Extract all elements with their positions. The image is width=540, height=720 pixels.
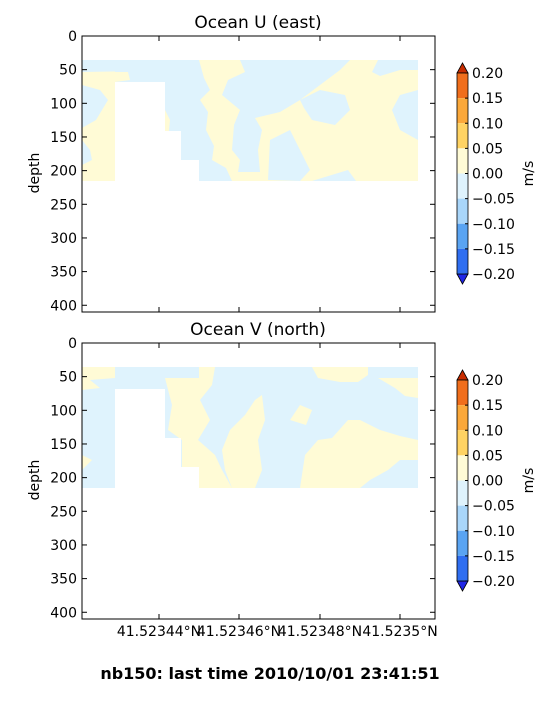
- panel-v-colorbar-band: [457, 430, 468, 456]
- panel-v-colorbar: 0.20 0.15 0.10 0.05 0.00 −0.05 −0.10 −0.15 −0.20…: [456, 369, 537, 592]
- panel-v-colorbar-label: −0.15: [472, 549, 515, 565]
- panel-u-colorbar-band: [457, 248, 468, 274]
- panel-u-colorbar-label: 0.05: [472, 141, 503, 157]
- panel-v-title: Ocean V (north): [190, 320, 326, 340]
- panel-u-colorbar-band: [457, 198, 468, 224]
- panel-u-frame: [81, 35, 436, 313]
- panel-u-colorbar-unit: m/s: [521, 161, 537, 187]
- panel-v-axes: 05010015020025030035040041.52344°N41.523…: [27, 336, 438, 640]
- panel-u-title: Ocean U (east): [194, 13, 321, 33]
- panel-v-region-positive: [82, 367, 115, 390]
- panel-v-colorbar-extend-min: [456, 580, 469, 592]
- panel-v-region-positive: [165, 367, 232, 488]
- panel-v-xtick-label: 41.52346°N: [197, 624, 281, 640]
- panel-u-axes: 0 50 100 150 200 250 300 350 400 depth: [27, 29, 436, 314]
- panel-u-colorbar-label: 0.15: [472, 91, 503, 107]
- panel-v-region-positive: [82, 455, 92, 470]
- panel-v-ytick-label: 0: [68, 336, 77, 352]
- panel-v-ytick-label: 400: [50, 605, 77, 621]
- panel-u-colorbar-band: [457, 173, 468, 199]
- panel-v-ytick-label: 300: [50, 538, 77, 554]
- panel-u-ytick-label: 350: [50, 265, 77, 281]
- panel-v-colorbar-label: −0.05: [472, 499, 515, 515]
- panel-u-ytick-label: 400: [50, 298, 77, 314]
- panel-u-colorbar-band: [457, 123, 468, 149]
- panel-v-colorbar-label: −0.20: [472, 574, 515, 590]
- panel-v-ytick-label: 100: [50, 403, 77, 419]
- panel-v-colorbar-unit: m/s: [521, 468, 537, 494]
- panel-v-colorbar-band: [457, 555, 468, 581]
- panel-u-colorbar-label: 0.20: [472, 66, 503, 82]
- panel-v-ytick-label: 350: [50, 572, 77, 588]
- panel-u: Ocean U (east) 0 50 100 150 200 250 300 350 400 d…: [27, 13, 537, 314]
- panel-u-colorbar-extend-min: [456, 273, 469, 285]
- panel-u-colorbar-band: [457, 223, 468, 249]
- panel-u-colorbar-label: 0.00: [472, 167, 503, 183]
- panel-u-nodata: [115, 82, 199, 181]
- panel-u-ytick-label: 250: [50, 197, 77, 213]
- panel-v-frame: [81, 342, 436, 620]
- panel-v-colorbar-band: [457, 380, 468, 406]
- panel-u-colorbar-band: [457, 73, 468, 99]
- panel-v-colorbar-label: 0.05: [472, 448, 503, 464]
- panel-v-nodata: [115, 389, 199, 488]
- panel-u-region-negative: [300, 90, 350, 125]
- panel-u-ylabel: depth: [27, 153, 43, 194]
- panel-u-ytick-label: 100: [50, 96, 77, 112]
- panel-u-colorbar-label: 0.10: [472, 116, 503, 132]
- panel-u-region-positive: [82, 60, 130, 181]
- panel-u-region-positive: [199, 60, 418, 181]
- panel-u-colorbar-label: −0.10: [472, 217, 515, 233]
- panel-v-xtick-label: 41.52344°N: [117, 624, 201, 640]
- panel-v-ylabel: depth: [27, 460, 43, 501]
- panel-u-fill: [82, 60, 418, 181]
- panel-u-region-negative: [82, 60, 199, 72]
- panel-v-region-positive: [300, 420, 418, 488]
- panel-u-ytick-label: 300: [50, 231, 77, 247]
- panel-u-colorbar-label: −0.05: [472, 192, 515, 208]
- panel-u-ytick-label: 150: [50, 130, 77, 146]
- panel-v-xtick-label: 41.52348°N: [278, 624, 362, 640]
- panel-v-colorbar-band: [457, 455, 468, 481]
- panel-v-colorbar-band: [457, 505, 468, 531]
- panel-v-ytick-label: 50: [59, 370, 77, 386]
- panel-u-ytick-label: 50: [59, 63, 77, 79]
- panel-u-colorbar-label: −0.15: [472, 242, 515, 258]
- panel-v-xtick-label: 41.5235°N: [362, 624, 437, 640]
- panel-u-colorbar: 0.20 0.15 0.10 0.05 0.00 −0.05 −0.10 −0.15 −0.20…: [456, 62, 537, 285]
- panel-u-colorbar-band: [457, 98, 468, 124]
- panel-v: Ocean V (north) 0 50 100 150 200 250 300 350 400…: [27, 320, 537, 640]
- panel-v-region-positive: [312, 367, 368, 382]
- panel-v-colorbar-label: 0.00: [472, 474, 503, 490]
- panel-v-ytick-label: 250: [50, 504, 77, 520]
- panel-v-colorbar-band: [457, 480, 468, 506]
- panel-v-colorbar-band: [457, 405, 468, 431]
- panel-u-colorbar-band: [457, 148, 468, 174]
- panel-v-region-positive: [290, 405, 312, 425]
- panel-u-colorbar-label: −0.20: [472, 267, 515, 283]
- panel-v-colorbar-extend-max: [456, 369, 469, 381]
- panel-v-colorbar-label: −0.10: [472, 524, 515, 540]
- panel-v-colorbar-label: 0.15: [472, 398, 503, 414]
- panel-v-colorbar-band: [457, 530, 468, 556]
- figure-footer: nb150: last time 2010/10/01 23:41:51: [100, 664, 440, 683]
- panel-u-ytick-label: 200: [50, 164, 77, 180]
- panel-u-region-negative: [268, 130, 310, 181]
- panel-v-ytick-label: 150: [50, 437, 77, 453]
- panel-v-region-positive: [378, 378, 418, 398]
- panel-v-ytick-label: 200: [50, 471, 77, 487]
- panel-u-colorbar-extend-max: [456, 62, 469, 74]
- panel-u-ytick-label: 0: [68, 29, 77, 45]
- panel-v-colorbar-label: 0.20: [472, 373, 503, 389]
- panel-v-fill: [82, 367, 418, 488]
- panel-v-colorbar-label: 0.10: [472, 423, 503, 439]
- panel-v-region-positive: [222, 395, 265, 488]
